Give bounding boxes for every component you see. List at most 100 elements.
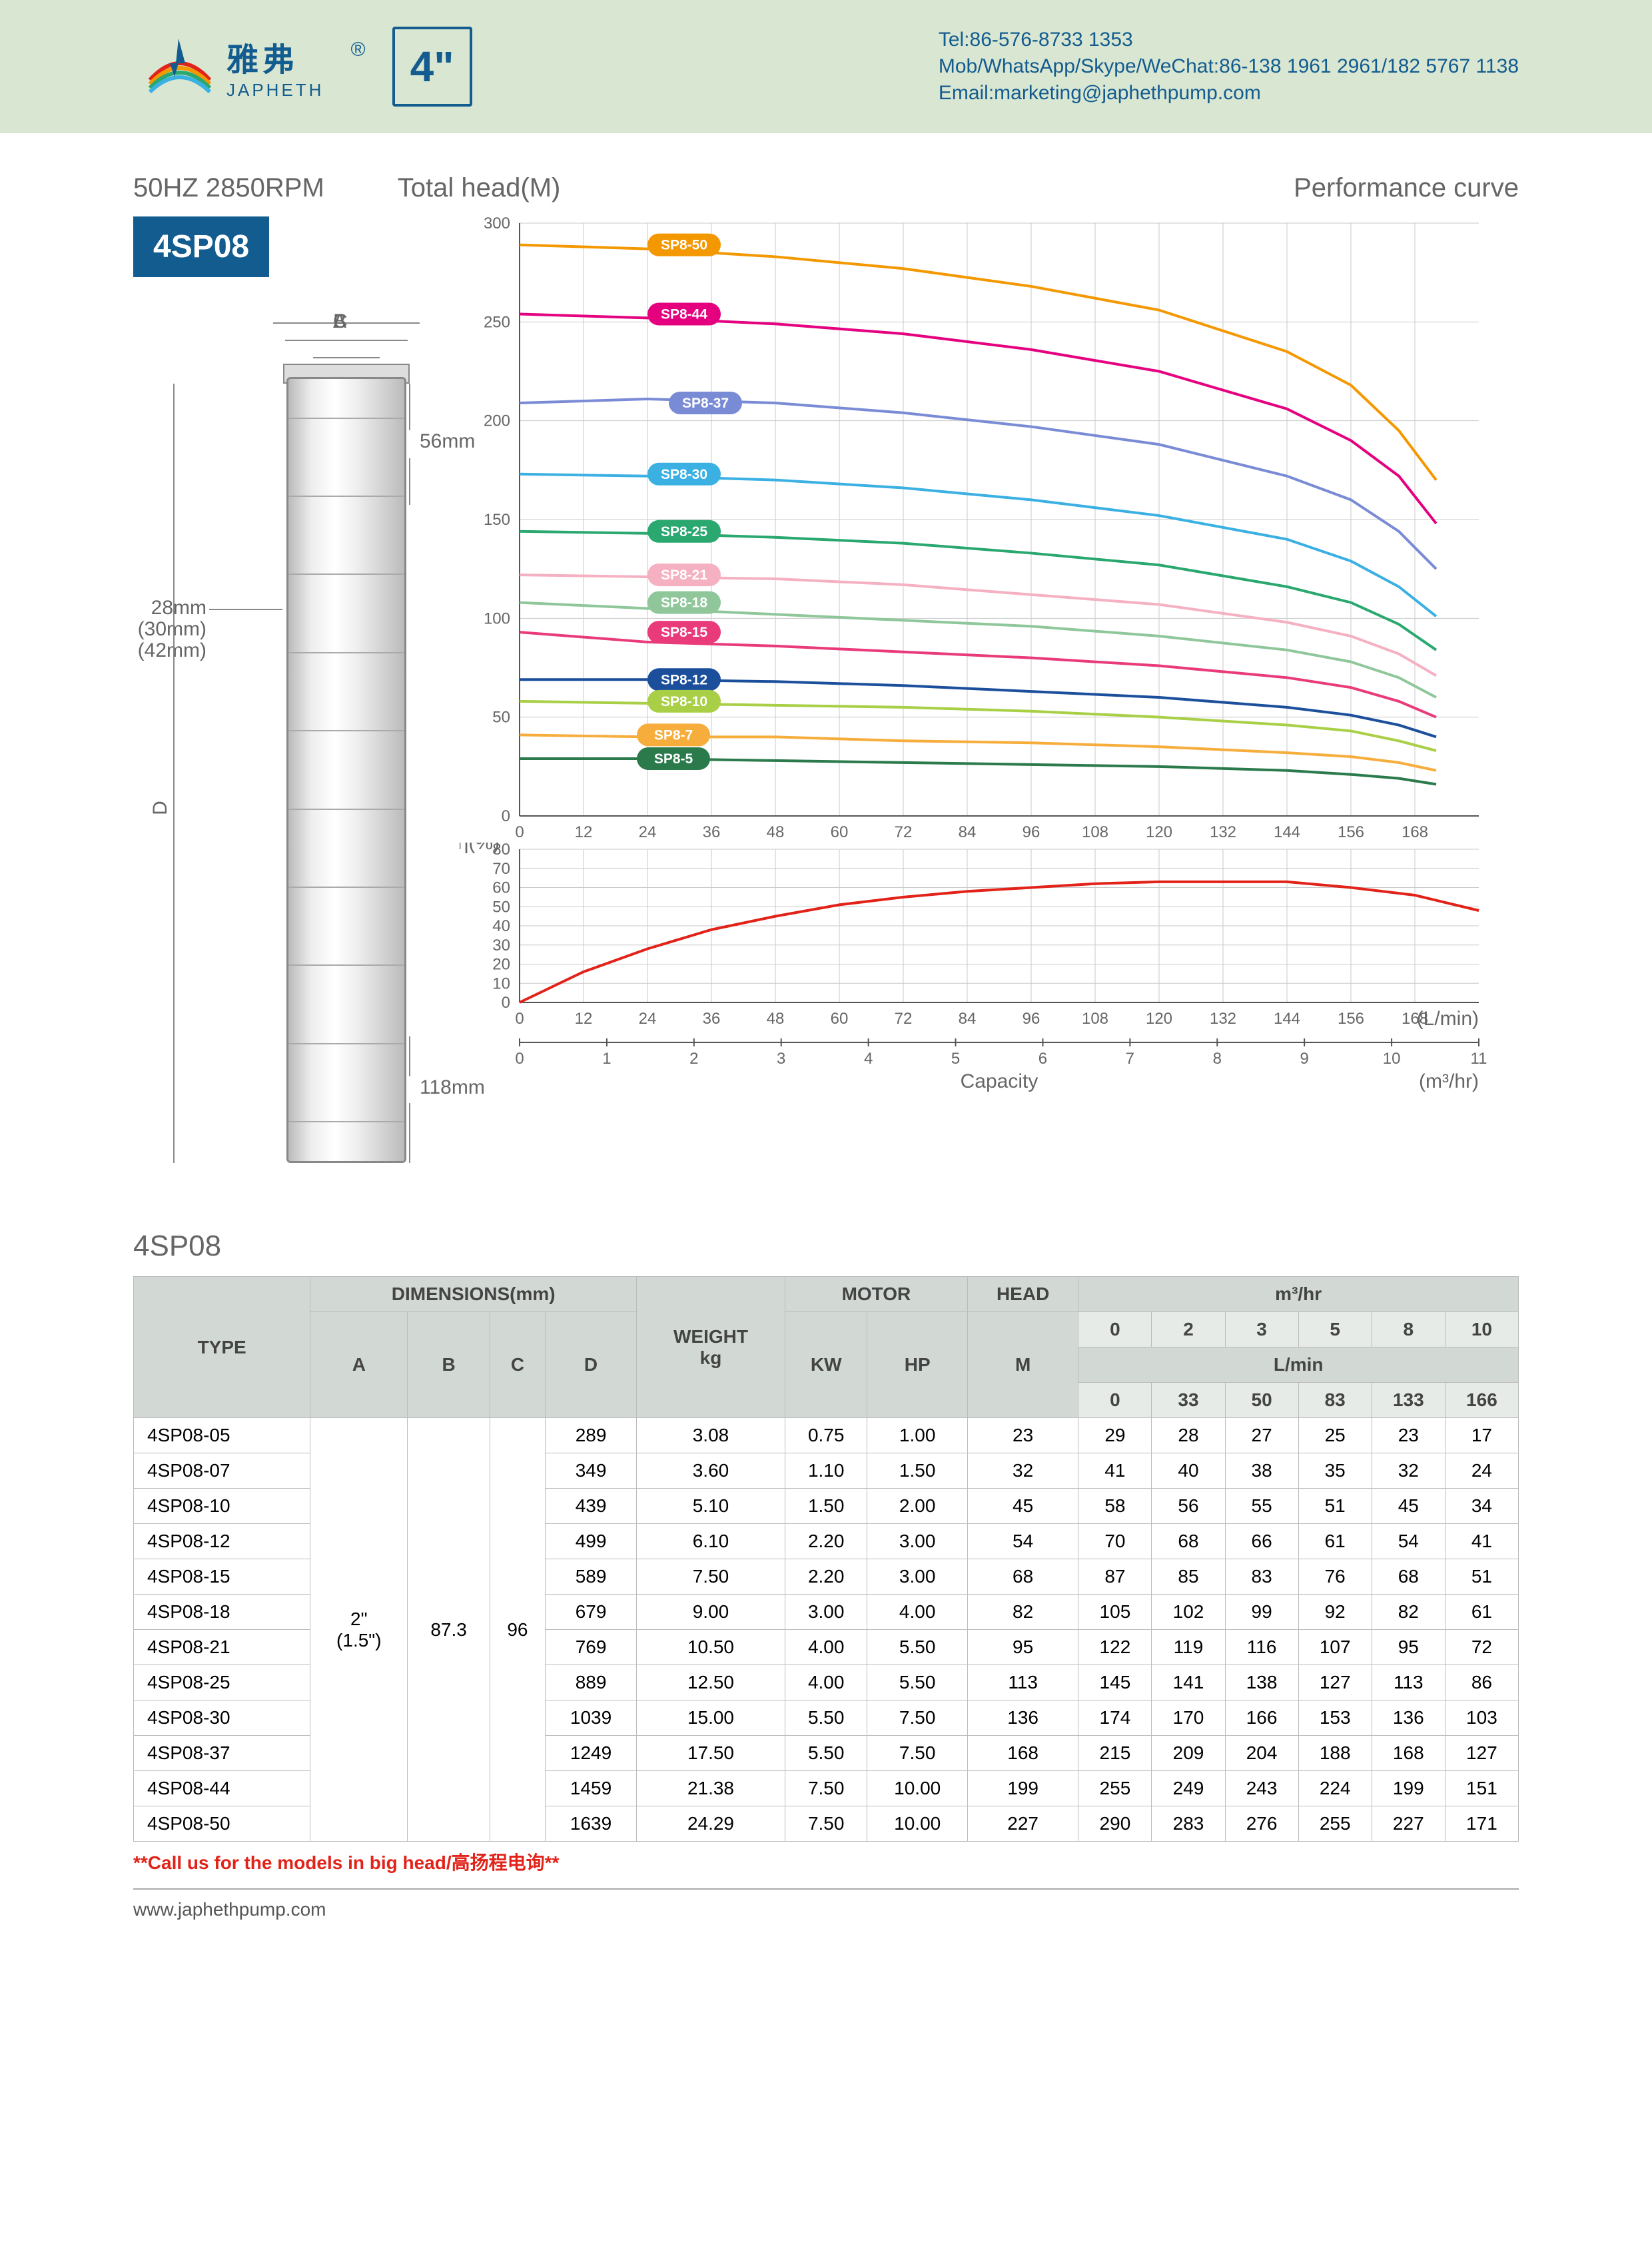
svg-text:SP8-50: SP8-50 bbox=[661, 238, 707, 253]
svg-text:108: 108 bbox=[1082, 823, 1108, 841]
size-badge: 4" bbox=[392, 27, 472, 107]
tel: Tel:86-576-8733 1353 bbox=[939, 27, 1519, 53]
svg-text:50: 50 bbox=[492, 709, 510, 727]
perf-curve-label: Performance curve bbox=[1294, 173, 1519, 203]
svg-text:144: 144 bbox=[1274, 1010, 1300, 1028]
svg-text:1: 1 bbox=[602, 1050, 611, 1068]
svg-text:SP8-30: SP8-30 bbox=[661, 467, 707, 482]
svg-text:9: 9 bbox=[1300, 1050, 1309, 1068]
footnote: **Call us for the models in big head/高扬程… bbox=[133, 1848, 1519, 1875]
dim-28: 28mm bbox=[133, 597, 206, 619]
brand-cn: 雅弗 bbox=[226, 33, 324, 80]
svg-text:(L/min): (L/min) bbox=[1417, 1008, 1479, 1029]
svg-text:132: 132 bbox=[1210, 823, 1236, 841]
svg-text:36: 36 bbox=[703, 1010, 721, 1028]
svg-text:156: 156 bbox=[1338, 823, 1364, 841]
svg-text:132: 132 bbox=[1210, 1010, 1236, 1028]
svg-text:60: 60 bbox=[831, 823, 849, 841]
freq-rpm: 50HZ 2850RPM bbox=[133, 173, 324, 203]
svg-text:40: 40 bbox=[492, 917, 510, 935]
rainbow-wave-icon bbox=[147, 33, 213, 100]
svg-text:144: 144 bbox=[1274, 823, 1300, 841]
dim-42: (42mm) bbox=[133, 639, 206, 662]
svg-text:5: 5 bbox=[951, 1050, 960, 1068]
model-badge: 4SP08 bbox=[133, 216, 269, 277]
svg-text:SP8-10: SP8-10 bbox=[661, 694, 707, 709]
svg-text:SP8-37: SP8-37 bbox=[682, 396, 729, 411]
svg-text:36: 36 bbox=[703, 823, 721, 841]
brand-en: JAPHETH bbox=[226, 80, 324, 101]
svg-text:8: 8 bbox=[1213, 1050, 1222, 1068]
svg-text:SP8-15: SP8-15 bbox=[661, 625, 707, 640]
svg-text:SP8-44: SP8-44 bbox=[661, 306, 707, 322]
svg-text:72: 72 bbox=[895, 1010, 913, 1028]
table-row: 4SP08-052" (1.5")87.3962893.080.751.0023… bbox=[134, 1418, 1519, 1453]
dim-30: (30mm) bbox=[133, 618, 206, 641]
logo: 雅弗 JAPHETH bbox=[147, 33, 324, 101]
svg-text:72: 72 bbox=[895, 823, 913, 841]
svg-text:168: 168 bbox=[1402, 823, 1428, 841]
svg-text:300: 300 bbox=[484, 216, 510, 232]
svg-text:96: 96 bbox=[1023, 823, 1040, 841]
svg-text:150: 150 bbox=[484, 511, 510, 529]
dim-d-label: D bbox=[149, 801, 172, 815]
svg-text:250: 250 bbox=[484, 313, 510, 331]
svg-text:0: 0 bbox=[502, 994, 510, 1012]
svg-text:84: 84 bbox=[959, 823, 977, 841]
footer-url: www.japhethpump.com bbox=[133, 1888, 1519, 1920]
svg-text:7: 7 bbox=[1126, 1050, 1134, 1068]
svg-text:24: 24 bbox=[639, 823, 657, 841]
svg-text:12: 12 bbox=[575, 1010, 593, 1028]
efficiency-chart: η(%)010203040506070800122436486072849610… bbox=[460, 843, 1492, 1029]
total-head-label: Total head(M) bbox=[398, 173, 561, 203]
dim-118: 118mm bbox=[420, 1076, 485, 1099]
svg-text:(m³/hr): (m³/hr) bbox=[1419, 1070, 1479, 1092]
svg-text:96: 96 bbox=[1023, 1010, 1040, 1028]
svg-text:48: 48 bbox=[767, 823, 785, 841]
dim-56: 56mm bbox=[420, 430, 475, 453]
svg-text:50: 50 bbox=[492, 898, 510, 916]
dim-a-label: A bbox=[333, 310, 346, 333]
svg-text:30: 30 bbox=[492, 936, 510, 954]
header: 雅弗 JAPHETH ® 4" Tel:86-576-8733 1353 Mob… bbox=[0, 0, 1652, 133]
svg-text:10: 10 bbox=[492, 974, 510, 992]
svg-text:SP8-18: SP8-18 bbox=[661, 595, 707, 611]
email: Email:marketing@japhethpump.com bbox=[939, 80, 1519, 107]
svg-text:60: 60 bbox=[831, 1010, 849, 1028]
svg-text:20: 20 bbox=[492, 956, 510, 974]
svg-text:SP8-21: SP8-21 bbox=[661, 567, 707, 583]
svg-text:120: 120 bbox=[1146, 1010, 1172, 1028]
contact-block: Tel:86-576-8733 1353 Mob/WhatsApp/Skype/… bbox=[939, 27, 1519, 107]
svg-text:Capacity: Capacity bbox=[961, 1070, 1038, 1092]
svg-text:120: 120 bbox=[1146, 823, 1172, 841]
spec-table: TYPEDIMENSIONS(mm)WEIGHT kgMOTORHEADm³/h… bbox=[133, 1276, 1519, 1842]
svg-text:(L/min): (L/min) bbox=[1417, 841, 1479, 843]
svg-text:200: 200 bbox=[484, 412, 510, 430]
svg-text:108: 108 bbox=[1082, 1010, 1108, 1028]
mob: Mob/WhatsApp/Skype/WeChat:86-138 1961 29… bbox=[939, 53, 1519, 80]
svg-text:70: 70 bbox=[492, 860, 510, 878]
registered-icon: ® bbox=[350, 39, 365, 61]
svg-text:0: 0 bbox=[515, 1010, 524, 1028]
table-title: 4SP08 bbox=[133, 1230, 1519, 1263]
svg-text:SP8-12: SP8-12 bbox=[661, 672, 707, 687]
svg-text:84: 84 bbox=[959, 1010, 977, 1028]
performance-chart: 0 50 100 150 200 250 300 0 12 24 36 48 60 72 84 96 108 12… bbox=[460, 216, 1492, 843]
svg-text:SP8-25: SP8-25 bbox=[661, 524, 707, 540]
svg-text:6: 6 bbox=[1038, 1050, 1047, 1068]
svg-text:156: 156 bbox=[1338, 1010, 1364, 1028]
svg-text:SP8-7: SP8-7 bbox=[654, 727, 693, 743]
svg-text:3: 3 bbox=[777, 1050, 785, 1068]
svg-text:11: 11 bbox=[1471, 1050, 1487, 1068]
pump-diagram: C B A 56mm bbox=[133, 310, 446, 1210]
svg-text:10: 10 bbox=[1383, 1050, 1401, 1068]
svg-text:80: 80 bbox=[492, 843, 510, 859]
svg-text:100: 100 bbox=[484, 609, 510, 627]
svg-text:24: 24 bbox=[639, 1010, 657, 1028]
svg-text:2: 2 bbox=[689, 1050, 698, 1068]
svg-text:0: 0 bbox=[515, 823, 524, 841]
svg-text:0: 0 bbox=[502, 807, 510, 825]
svg-text:60: 60 bbox=[492, 879, 510, 897]
svg-text:48: 48 bbox=[767, 1010, 785, 1028]
svg-text:12: 12 bbox=[575, 823, 593, 841]
